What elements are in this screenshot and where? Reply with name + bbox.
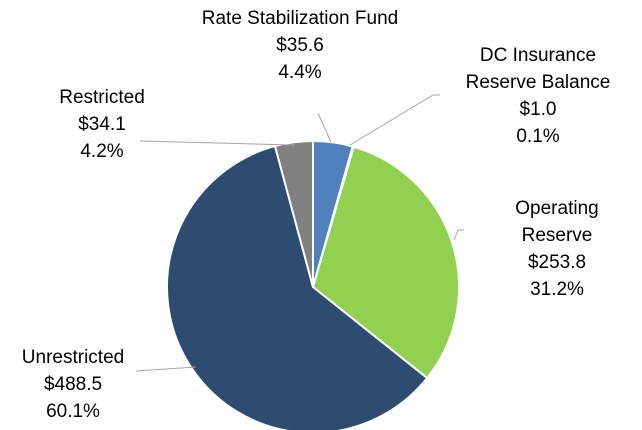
category-name: Restricted [59, 87, 145, 108]
value-label: $1.0 [519, 99, 557, 120]
slice-label: Operating Reserve $253.8 31.2% [502, 195, 612, 303]
category-name: Operating Reserve [515, 198, 599, 246]
leader-line [139, 140, 295, 146]
slice-label: Rate Stabilization Fund $35.6 4.4% [200, 5, 400, 86]
category-name: DC Insurance Reserve Balance [465, 45, 611, 93]
category-name: Unrestricted [21, 347, 125, 368]
value-label: $34.1 [78, 114, 126, 135]
category-name: Rate Stabilization Fund [201, 8, 399, 29]
percent-label: 4.2% [80, 141, 124, 162]
leader-line [317, 112, 332, 143]
slice-label: DC Insurance Reserve Balance $1.0 0.1% [446, 42, 631, 150]
percent-label: 0.1% [516, 126, 560, 147]
pie-slice [273, 139, 314, 288]
slice-label: Unrestricted $488.5 60.1% [3, 344, 143, 425]
value-label: $488.5 [43, 374, 103, 395]
percent-label: 31.2% [530, 279, 584, 300]
slice-label: Restricted $34.1 4.2% [42, 84, 162, 165]
pie-slice [311, 145, 460, 380]
leader-line [349, 94, 440, 146]
percent-label: 60.1% [46, 401, 100, 422]
leader-line [453, 229, 464, 241]
leader-line [135, 366, 197, 372]
percent-label: 4.4% [278, 62, 322, 83]
value-label: $253.8 [527, 252, 587, 273]
value-label: $35.6 [276, 35, 324, 56]
